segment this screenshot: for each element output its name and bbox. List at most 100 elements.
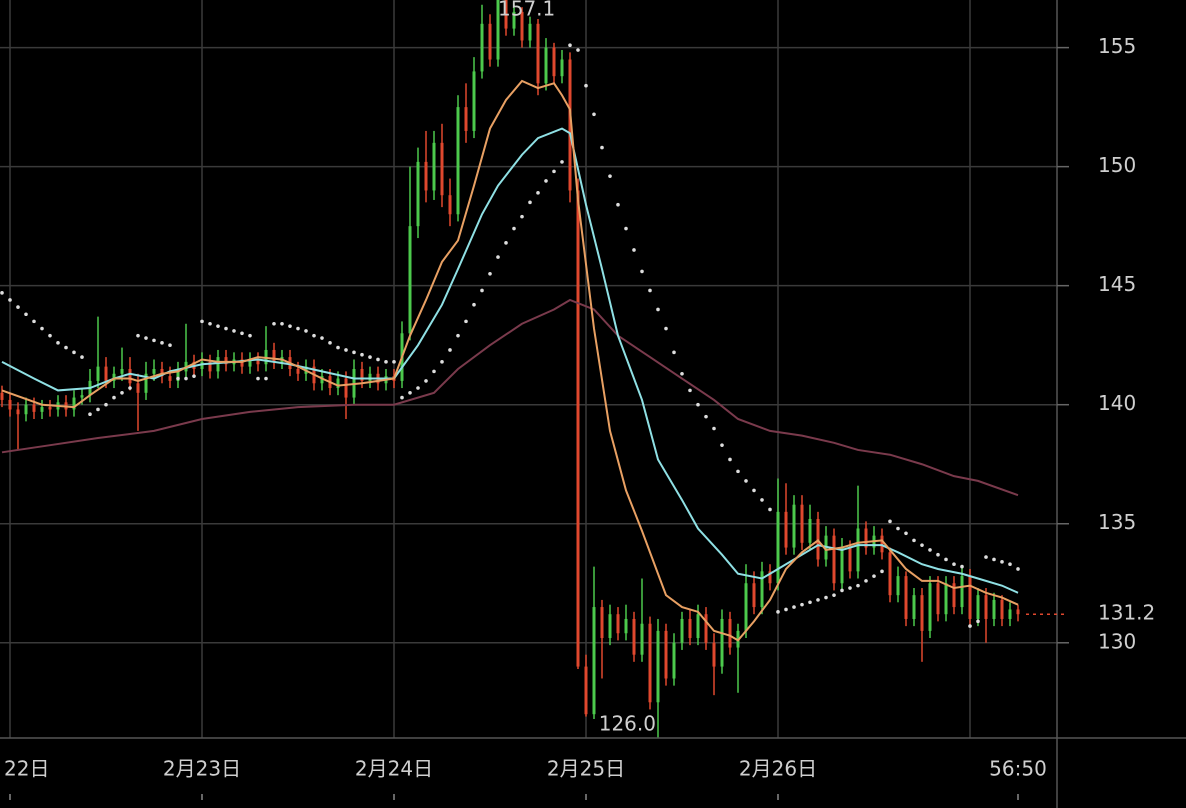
sar-dot: [168, 343, 172, 347]
candle-body: [440, 142, 444, 196]
candle-body: [856, 528, 860, 572]
sar-dot: [648, 288, 652, 293]
x-tick-label: 2月24日: [355, 757, 433, 781]
candle-body: [624, 618, 628, 634]
candle-body: [128, 369, 132, 384]
sar-dot: [496, 255, 500, 259]
sar-dot: [464, 319, 468, 324]
sar-dot: [560, 160, 564, 164]
moving-average-line: [1, 298, 1019, 497]
sar-dot: [232, 329, 236, 333]
sar-dot: [120, 391, 124, 395]
sar-dot: [592, 112, 596, 117]
sar-dot: [432, 369, 436, 374]
candle-body: [680, 618, 684, 643]
candle-body: [416, 161, 420, 227]
sar-dot: [512, 226, 516, 231]
sar-dot: [424, 379, 428, 383]
candle-body: [760, 571, 764, 608]
sar-dot: [864, 579, 868, 583]
candle-body: [248, 359, 252, 367]
sar-dot: [32, 319, 36, 324]
candle-body: [240, 359, 244, 367]
candle-body: [848, 547, 852, 572]
y-tick-label: 130: [1098, 629, 1136, 653]
sar-dot: [344, 348, 348, 352]
candle-body: [464, 107, 468, 131]
sar-dot: [240, 331, 244, 336]
candle-body: [864, 528, 868, 548]
candle-body: [544, 47, 548, 84]
candle-body: [968, 576, 972, 619]
sar-dot: [584, 83, 588, 88]
candle-body: [520, 11, 524, 41]
candle-body: [200, 361, 204, 369]
sar-dot: [440, 360, 444, 364]
sar-dot: [472, 302, 476, 307]
candle-body: [1016, 609, 1020, 615]
candle-body: [880, 535, 884, 553]
sar-dot: [656, 307, 660, 312]
sar-dot: [136, 333, 140, 338]
sar-dot: [408, 391, 412, 395]
sar-dot: [736, 469, 740, 474]
sar-dot: [880, 569, 884, 574]
x-tick-label: 22日: [4, 757, 49, 781]
sar-dot: [296, 326, 300, 331]
moving-average-line: [1, 79, 1019, 642]
candle-body: [296, 369, 300, 374]
time-label: 56:50: [989, 757, 1047, 781]
candle-body: [960, 576, 964, 608]
sar-dot: [152, 338, 156, 343]
sar-dot: [712, 426, 716, 431]
sar-dot: [160, 341, 164, 345]
candle-body: [936, 583, 940, 615]
candle-body: [632, 618, 636, 655]
candle-body: [752, 583, 756, 608]
candle-body: [408, 226, 412, 334]
sar-dot: [600, 145, 604, 150]
candle-body: [480, 23, 484, 72]
x-tick-label: 2月25日: [547, 757, 625, 781]
sar-dot: [552, 169, 556, 174]
candle-body: [592, 607, 596, 715]
sar-dot: [848, 586, 852, 590]
sar-dot: [720, 443, 724, 447]
sar-dot: [856, 583, 860, 588]
candle-body: [72, 397, 76, 410]
sar-dot: [984, 555, 988, 559]
candle-body: [984, 595, 988, 619]
sar-dot: [912, 538, 916, 543]
candle-body: [96, 366, 100, 381]
sar-dot: [808, 600, 812, 605]
sar-dot: [520, 214, 524, 219]
candle-body: [80, 395, 84, 398]
x-tick-label: 2月23日: [163, 757, 241, 781]
candle-body: [216, 357, 220, 372]
candle-body: [800, 504, 804, 543]
candle-body: [888, 552, 892, 596]
sar-dot: [936, 552, 940, 557]
sar-dot: [688, 388, 692, 393]
sar-dot: [888, 519, 892, 524]
candle-body: [728, 618, 732, 648]
candle-body: [768, 571, 772, 584]
sar-dot: [312, 333, 316, 338]
candle-body: [920, 595, 924, 631]
sar-dot: [280, 321, 284, 326]
low-label: 126.0: [599, 712, 656, 736]
sar-dot: [784, 607, 788, 612]
grid: [0, 0, 1057, 738]
sar-dot: [744, 479, 748, 483]
candle-body: [504, 0, 508, 29]
candle-body: [528, 23, 532, 41]
moving-average-line: [1, 127, 1019, 594]
sar-dot: [352, 350, 356, 355]
candle-body: [688, 618, 692, 639]
candle-body: [536, 23, 540, 84]
candle-body: [112, 373, 116, 381]
sar-dot: [0, 291, 4, 295]
sar-dot: [192, 374, 196, 378]
sar-dot: [128, 386, 132, 390]
sar-dot: [664, 326, 668, 331]
